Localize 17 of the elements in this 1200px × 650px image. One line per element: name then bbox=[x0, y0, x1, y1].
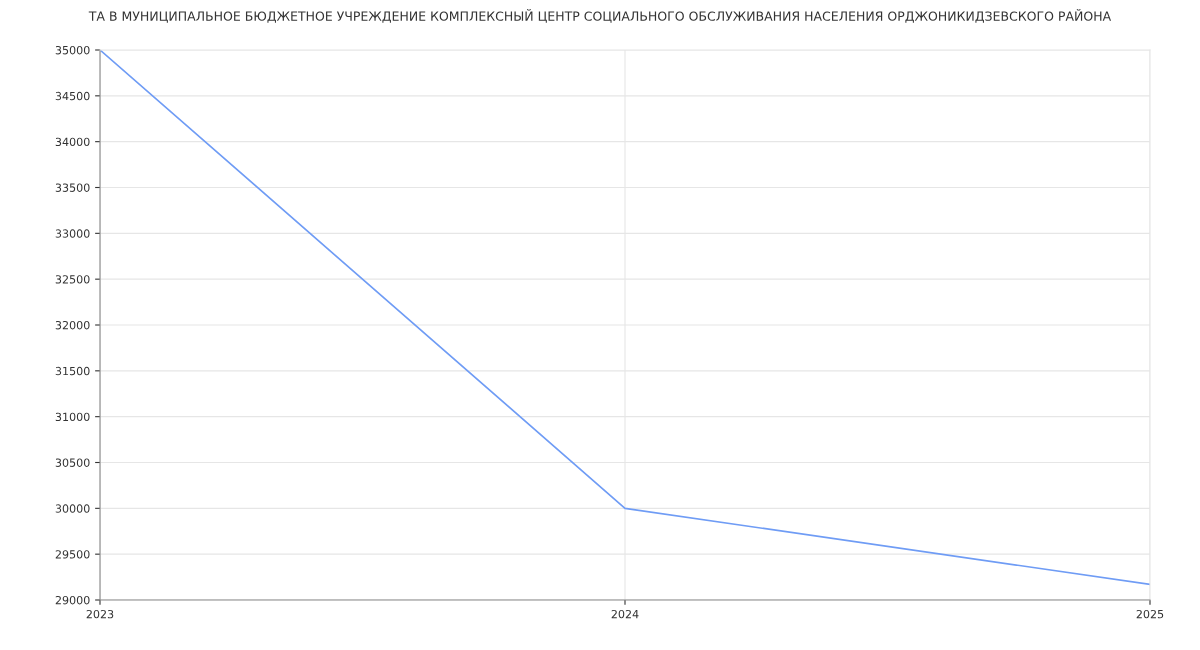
y-tick-label: 31500 bbox=[55, 366, 90, 376]
y-tick-label: 30000 bbox=[55, 504, 90, 513]
y-tick-label: 32500 bbox=[55, 275, 90, 284]
x-tick-label: 2025 bbox=[1136, 609, 1164, 619]
y-tick-label: 32000 bbox=[55, 320, 90, 330]
y-tick-label: 34500 bbox=[55, 91, 90, 101]
y-tick-label: 29000 bbox=[55, 595, 90, 605]
y-tick-label: 35000 bbox=[55, 45, 90, 55]
y-tick-label: 33000 bbox=[55, 229, 90, 238]
x-tick-label: 2024 bbox=[611, 609, 639, 619]
x-tick-label: 2023 bbox=[86, 609, 114, 619]
y-tick-label: 31000 bbox=[55, 412, 90, 422]
y-tick-label: 33500 bbox=[55, 183, 90, 192]
y-tick-label: 34000 bbox=[55, 137, 90, 147]
chart-title: ТА В МУНИЦИПАЛЬНОЕ БЮДЖЕТНОЕ УЧРЕЖДЕНИЕ КОМПЛЕКСНЫЙ ЦЕНТР СОЦИАЛЬНОГО ОБСЛУЖИВАНИЯ НАСЕЛЕНИЯ ОРДЖОНИКИДЗЕВСКОГО РАЙОНА bbox=[88, 9, 1112, 23]
y-tick-label: 30500 bbox=[55, 458, 90, 467]
y-tick-label: 29500 bbox=[55, 550, 90, 559]
